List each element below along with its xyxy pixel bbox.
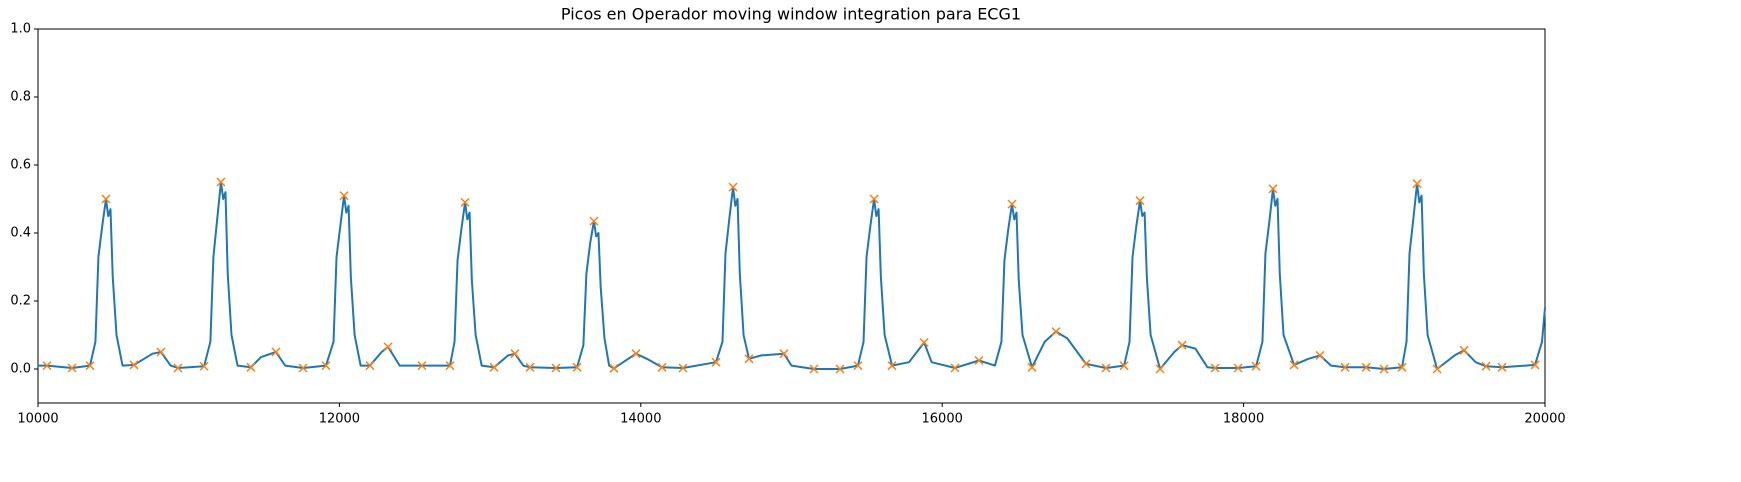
peak-marker — [1459, 345, 1469, 355]
y-tick-label: 0.6 — [10, 158, 31, 173]
peak-marker — [853, 361, 863, 371]
peak-marker — [1289, 360, 1299, 370]
peak-marker — [460, 197, 470, 207]
peak-marker — [1397, 362, 1407, 372]
peak-marker — [85, 361, 95, 371]
peak-marker — [445, 361, 455, 371]
peak-marker — [1481, 361, 1491, 371]
peak-marker — [67, 363, 77, 373]
peak-marker — [199, 361, 209, 371]
peak-marker — [1051, 327, 1061, 337]
peak-marker — [589, 216, 599, 226]
peak-marker — [156, 347, 166, 357]
peak-marker — [1233, 363, 1243, 373]
peak-marker — [1155, 364, 1165, 374]
peak-marker — [572, 362, 582, 372]
x-tick-label: 12000 — [319, 412, 360, 427]
peak-marker — [1007, 199, 1017, 209]
x-tick-label: 20000 — [1524, 412, 1565, 427]
peak-marker — [173, 363, 183, 373]
peak-marker — [1497, 362, 1507, 372]
x-tick-label: 18000 — [1223, 412, 1264, 427]
peak-marker — [1135, 196, 1145, 206]
peak-marker — [271, 347, 281, 357]
peak-marker — [1432, 364, 1442, 374]
peak-marker — [1119, 361, 1129, 371]
peak-marker — [339, 191, 349, 201]
peak-marker — [383, 342, 393, 352]
y-tick-label: 0.0 — [10, 362, 31, 377]
peak-marker — [1101, 363, 1111, 373]
peak-marker — [1412, 179, 1422, 189]
peak-marker — [869, 194, 879, 204]
peak-marker — [1361, 362, 1371, 372]
peak-marker — [417, 361, 427, 371]
peak-marker — [1268, 184, 1278, 194]
plot-frame — [37, 28, 1546, 404]
peak-marker — [657, 362, 667, 372]
y-tick-label: 0.4 — [10, 226, 31, 241]
peak-marker — [1210, 363, 1220, 373]
peak-marker — [631, 349, 641, 359]
peak-marker — [1027, 362, 1037, 372]
peak-marker — [1530, 360, 1540, 370]
peak-marker — [1379, 364, 1389, 374]
peak-marker — [678, 363, 688, 373]
peak-marker — [129, 360, 139, 370]
peak-marker — [744, 354, 754, 364]
peak-marker — [525, 362, 535, 372]
peak-marker — [887, 361, 897, 371]
peak-marker — [246, 362, 256, 372]
x-tick-label: 14000 — [620, 412, 661, 427]
peak-marker — [42, 361, 52, 371]
peak-marker — [728, 182, 738, 192]
peak-marker — [1340, 362, 1350, 372]
peak-marker — [551, 363, 561, 373]
y-tick-label: 1.0 — [10, 22, 31, 37]
peak-marker — [365, 361, 375, 371]
y-tick-label: 0.2 — [10, 294, 31, 309]
peak-marker — [489, 362, 499, 372]
x-tick-label: 16000 — [922, 412, 963, 427]
peak-marker — [809, 364, 819, 374]
y-tick-label: 0.8 — [10, 90, 31, 105]
peak-marker — [101, 194, 111, 204]
peak-marker — [1177, 340, 1187, 350]
peak-marker — [711, 357, 721, 367]
peak-marker — [835, 364, 845, 374]
peak-marker — [950, 363, 960, 373]
peak-marker — [510, 349, 520, 359]
line-series — [38, 181, 1546, 370]
peak-marker — [216, 177, 226, 187]
peak-marker — [919, 337, 929, 348]
peak-marker — [321, 361, 331, 371]
peak-marker — [609, 363, 619, 373]
peak-marker — [1315, 350, 1325, 360]
x-tick-label: 10000 — [17, 412, 58, 427]
peak-marker — [298, 363, 308, 373]
peak-marker — [1251, 361, 1261, 371]
chart-title: Picos en Operador moving window integrat… — [561, 5, 1021, 24]
peak-marker — [779, 349, 789, 359]
peak-marker — [974, 355, 984, 366]
peak-marker — [1081, 359, 1091, 369]
